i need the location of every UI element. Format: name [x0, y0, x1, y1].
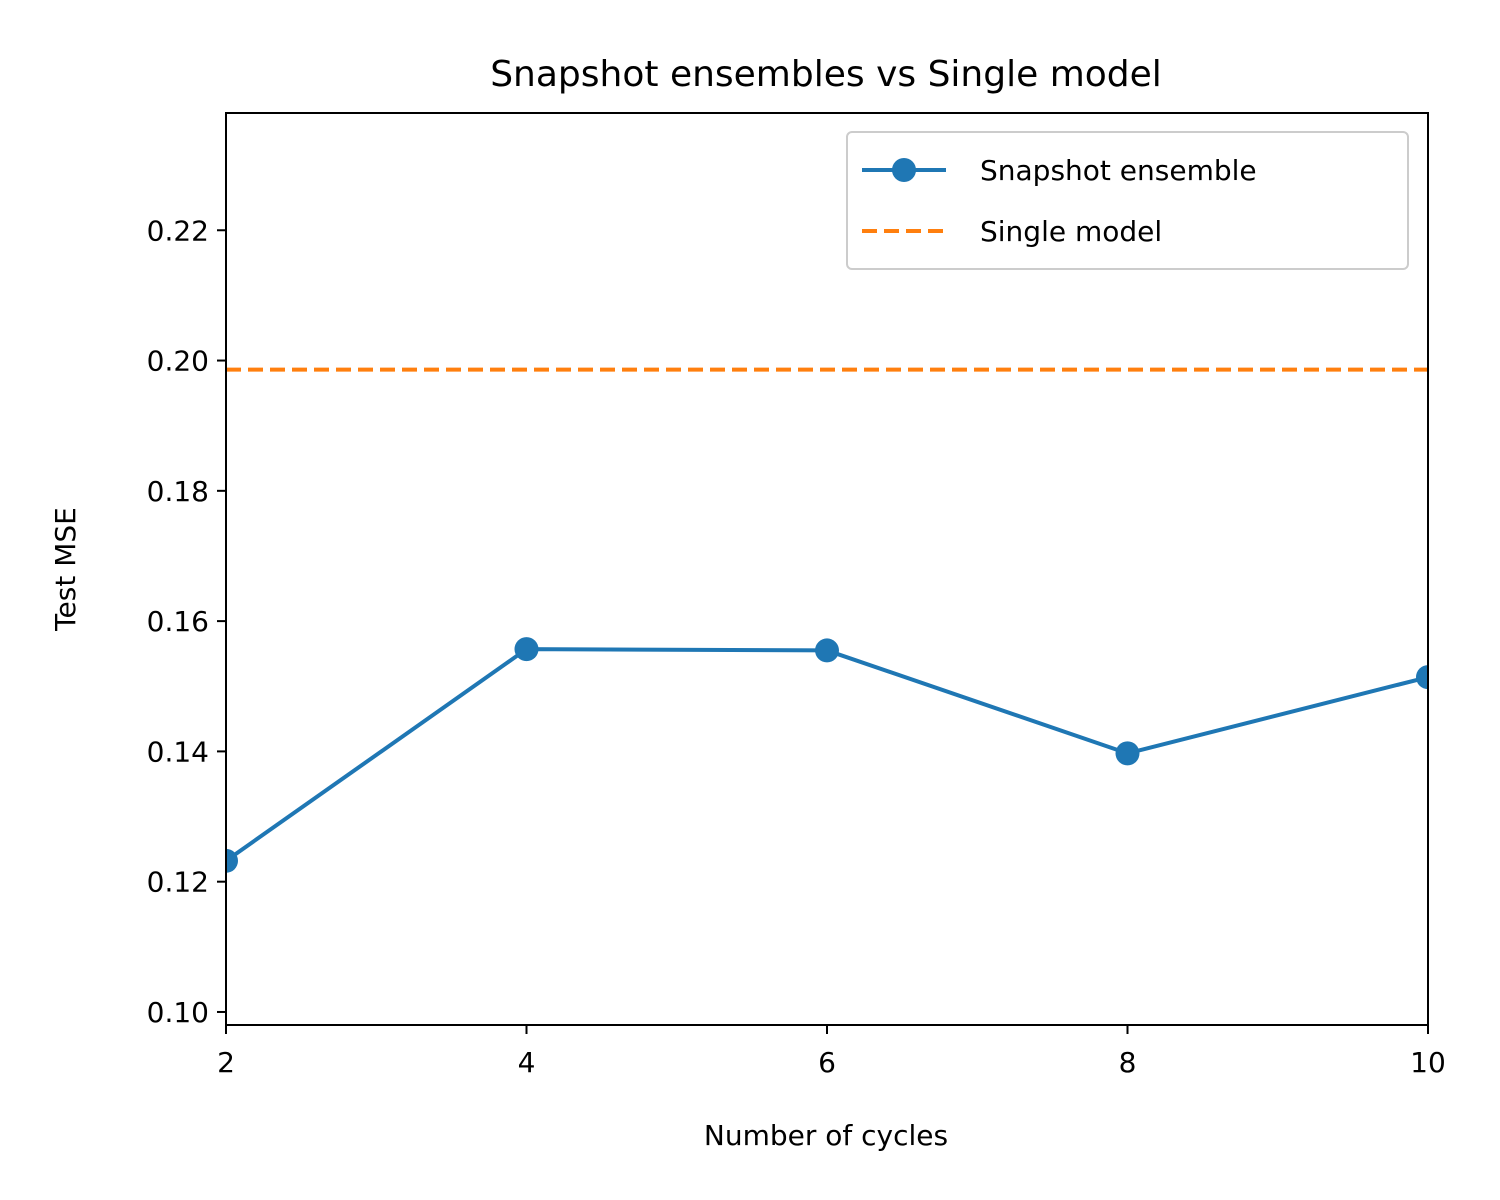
y-tick-label: 0.14	[147, 735, 209, 768]
y-tick-label: 0.16	[147, 605, 209, 638]
y-tick-label: 0.10	[147, 996, 209, 1029]
y-tick-label: 0.22	[147, 214, 209, 247]
y-tick-label: 0.20	[147, 345, 209, 378]
y-tick-label: 0.12	[147, 866, 209, 899]
snapshot-ensemble-point	[514, 637, 539, 662]
data-layer	[226, 367, 1428, 873]
x-tick-label: 6	[818, 1046, 836, 1079]
snapshot-ensemble-point	[226, 848, 238, 873]
legend-snapshot-ensemble-marker	[892, 158, 916, 182]
legend: Snapshot ensemble Single model	[846, 131, 1409, 270]
y-axis-label: Test MSE	[49, 507, 82, 632]
snapshot-ensemble-line	[226, 647, 1428, 863]
snapshot-ensemble-point	[1115, 741, 1140, 766]
y-tick-label: 0.18	[147, 475, 209, 508]
x-tick-label: 8	[1119, 1046, 1137, 1079]
x-axis-label: Number of cycles	[704, 1119, 948, 1152]
legend-label: Snapshot ensemble	[980, 154, 1257, 187]
legend-box	[846, 131, 1409, 270]
legend-label: Single model	[980, 215, 1162, 248]
x-tick-label: 4	[518, 1046, 536, 1079]
plot-area: 2 4 6 8 10 0.10 0.12 0.14 0.16 0.18 0.20 0.22 Snapsh…	[147, 112, 1446, 1079]
x-tick-label: 10	[1410, 1046, 1446, 1079]
x-tick-label: 2	[217, 1046, 235, 1079]
snapshot-ensemble-point	[1416, 665, 1428, 690]
chart-title: Snapshot ensembles vs Single model	[490, 54, 1162, 95]
snapshot-ensemble-point	[815, 638, 839, 663]
